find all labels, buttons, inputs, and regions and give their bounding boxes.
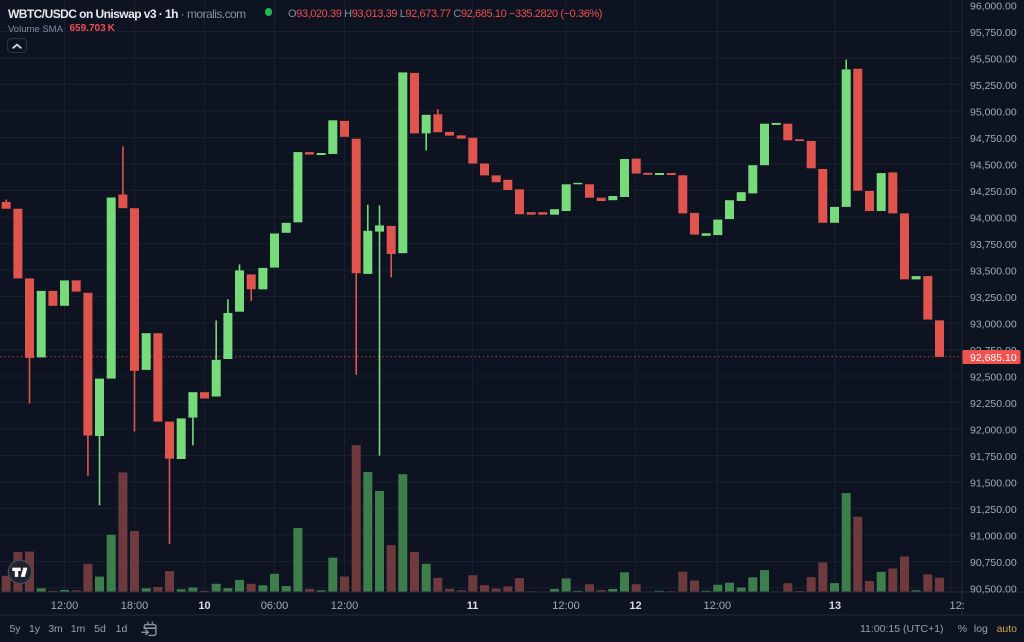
- svg-text:91,750.00: 91,750.00: [970, 451, 1017, 463]
- svg-text:91,500.00: 91,500.00: [970, 478, 1017, 490]
- svg-text:90,500.00: 90,500.00: [970, 584, 1017, 596]
- svg-text:91,250.00: 91,250.00: [970, 504, 1017, 516]
- svg-text:92,250.00: 92,250.00: [970, 398, 1017, 410]
- svg-text:12: 12: [629, 600, 641, 612]
- svg-text:06:00: 06:00: [261, 600, 289, 612]
- svg-text:12:00: 12:00: [331, 600, 359, 612]
- svg-text:93,500.00: 93,500.00: [970, 266, 1017, 278]
- svg-text:12:00: 12:00: [51, 600, 79, 612]
- svg-text:93,750.00: 93,750.00: [970, 239, 1017, 251]
- svg-text:94,250.00: 94,250.00: [970, 186, 1017, 198]
- svg-text:92,000.00: 92,000.00: [970, 425, 1017, 437]
- svg-text:92,500.00: 92,500.00: [970, 372, 1017, 384]
- svg-text:10: 10: [198, 600, 210, 612]
- svg-text:94,750.00: 94,750.00: [970, 133, 1017, 145]
- svg-text:93,000.00: 93,000.00: [970, 319, 1017, 331]
- svg-text:11: 11: [467, 600, 479, 612]
- svg-text:93,250.00: 93,250.00: [970, 292, 1017, 304]
- svg-text:95,750.00: 95,750.00: [970, 27, 1017, 39]
- svg-text:95,500.00: 95,500.00: [970, 54, 1017, 66]
- svg-text:12:00: 12:00: [552, 600, 580, 612]
- svg-text:92,685.10: 92,685.10: [970, 352, 1017, 364]
- svg-text:95,000.00: 95,000.00: [970, 107, 1017, 119]
- svg-text:95,250.00: 95,250.00: [970, 80, 1017, 92]
- svg-text:13: 13: [829, 600, 841, 612]
- svg-text:91,000.00: 91,000.00: [970, 531, 1017, 543]
- svg-text:12:00: 12:00: [704, 600, 732, 612]
- svg-text:90,750.00: 90,750.00: [970, 557, 1017, 569]
- svg-text:18:00: 18:00: [121, 600, 149, 612]
- svg-text:96,000.00: 96,000.00: [970, 1, 1017, 13]
- svg-text:94,500.00: 94,500.00: [970, 160, 1017, 172]
- svg-text:12:: 12:: [950, 600, 965, 612]
- svg-text:94,000.00: 94,000.00: [970, 213, 1017, 225]
